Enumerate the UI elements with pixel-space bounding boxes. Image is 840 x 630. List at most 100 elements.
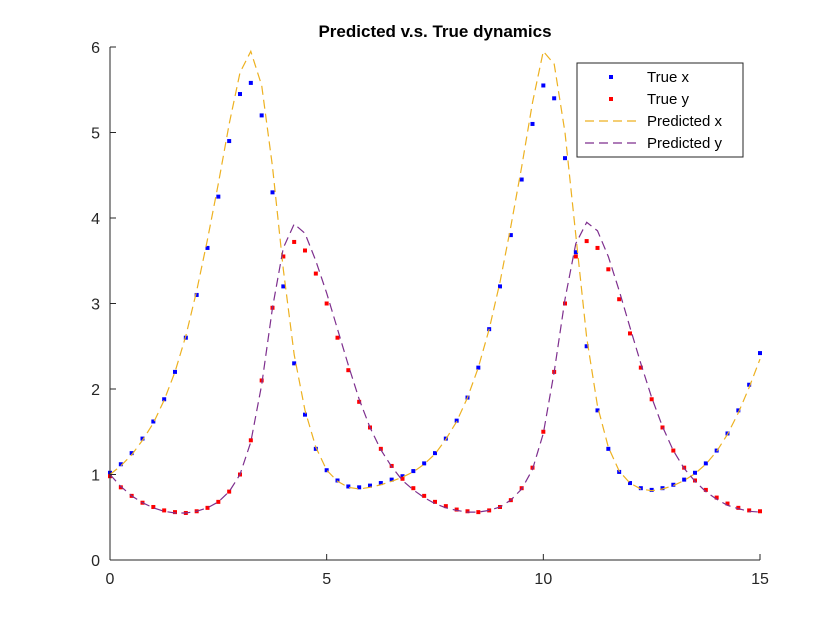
legend-label: Predicted y [647, 135, 723, 152]
point-true-x [292, 361, 297, 366]
y-tick-label: 1 [91, 468, 100, 485]
point-true-x [736, 408, 741, 413]
point-true-y [714, 495, 719, 500]
point-true-y [151, 504, 156, 509]
point-true-x [433, 451, 437, 456]
point-true-y [346, 368, 351, 373]
point-true-x [324, 468, 329, 473]
y-tick-label: 3 [91, 297, 100, 314]
point-true-y [628, 331, 632, 336]
point-true-x [281, 284, 286, 289]
point-true-x [389, 477, 394, 482]
point-true-y [660, 425, 665, 430]
point-true-x [519, 177, 524, 182]
legend-label: True y [647, 91, 689, 108]
y-tick-label: 5 [91, 126, 100, 143]
point-true-x [368, 483, 372, 488]
point-true-x [595, 408, 600, 413]
point-true-y [584, 239, 589, 244]
y-tick-label: 6 [91, 40, 100, 57]
point-true-y [747, 508, 752, 513]
x-tick-label: 10 [534, 571, 552, 588]
point-true-x [227, 139, 232, 144]
point-true-y [758, 509, 762, 514]
point-true-y [248, 438, 253, 443]
point-true-y [433, 499, 437, 504]
point-true-y [606, 267, 611, 272]
point-true-x [671, 482, 676, 487]
point-true-x [259, 113, 264, 118]
point-true-y [725, 501, 730, 506]
point-true-y [617, 297, 622, 302]
point-true-x [205, 245, 210, 250]
point-true-x [703, 461, 708, 466]
point-true-x [140, 436, 145, 441]
point-true-y [259, 378, 264, 383]
point-true-x [606, 446, 611, 451]
point-true-x [313, 446, 318, 451]
point-true-y [573, 254, 578, 259]
legend: True x True y Predicted x Predicted y [576, 62, 744, 158]
legend-point-marker [609, 97, 613, 101]
point-true-x [248, 80, 253, 85]
point-true-y [476, 510, 481, 515]
y-axis-ticks: 0 1 2 3 4 5 6 [91, 40, 116, 570]
point-true-x [151, 419, 156, 424]
point-true-x [129, 451, 134, 456]
series-line-predicted-x [109, 49, 761, 492]
point-true-y [335, 335, 340, 340]
point-true-y [703, 487, 708, 492]
point-true-y [324, 301, 329, 306]
point-true-y [227, 489, 232, 494]
point-true-y [400, 476, 405, 481]
point-true-x [563, 156, 567, 161]
x-tick-label: 0 [106, 571, 115, 588]
y-tick-label: 0 [91, 553, 100, 570]
point-true-y [422, 493, 427, 498]
point-true-y [595, 245, 600, 250]
point-true-x [584, 344, 589, 349]
x-tick-label: 5 [322, 571, 331, 588]
point-true-x [162, 397, 167, 402]
point-true-x [660, 486, 665, 491]
point-true-y [454, 507, 459, 512]
point-true-y [313, 271, 318, 276]
point-true-x [649, 487, 654, 492]
plot-area [108, 49, 762, 515]
legend-box [576, 62, 744, 158]
point-true-y [357, 399, 362, 404]
point-true-x [216, 194, 221, 199]
point-true-x [194, 292, 199, 297]
point-true-x [693, 470, 697, 475]
point-true-x [498, 284, 502, 289]
point-true-x [628, 481, 632, 486]
point-true-x [400, 474, 405, 479]
point-true-x [758, 351, 762, 356]
point-true-y [216, 499, 221, 504]
point-true-x [552, 96, 557, 101]
point-true-y [443, 504, 448, 509]
point-true-x [454, 418, 459, 423]
point-true-x [747, 382, 752, 387]
point-true-y [671, 448, 676, 453]
point-true-x [638, 486, 643, 491]
legend-label: True x [647, 69, 689, 86]
point-true-x [303, 412, 307, 417]
point-true-y [118, 485, 123, 490]
point-true-x [238, 92, 242, 97]
point-true-y [465, 509, 470, 514]
point-true-x [541, 83, 546, 88]
point-true-y [563, 301, 567, 306]
legend-point-marker [609, 75, 613, 79]
chart-title: Predicted v.s. True dynamics [318, 22, 551, 41]
series-line-predicted-y [109, 221, 761, 514]
point-true-x [357, 485, 362, 490]
point-true-x [476, 365, 481, 370]
point-true-x [378, 481, 383, 486]
y-tick-label: 2 [91, 382, 100, 399]
point-true-y [281, 254, 286, 259]
point-true-y [541, 429, 546, 434]
point-true-x [346, 484, 351, 489]
axes: 0 5 10 15 0 1 2 3 4 5 6 [91, 40, 769, 588]
point-true-y [205, 505, 210, 510]
